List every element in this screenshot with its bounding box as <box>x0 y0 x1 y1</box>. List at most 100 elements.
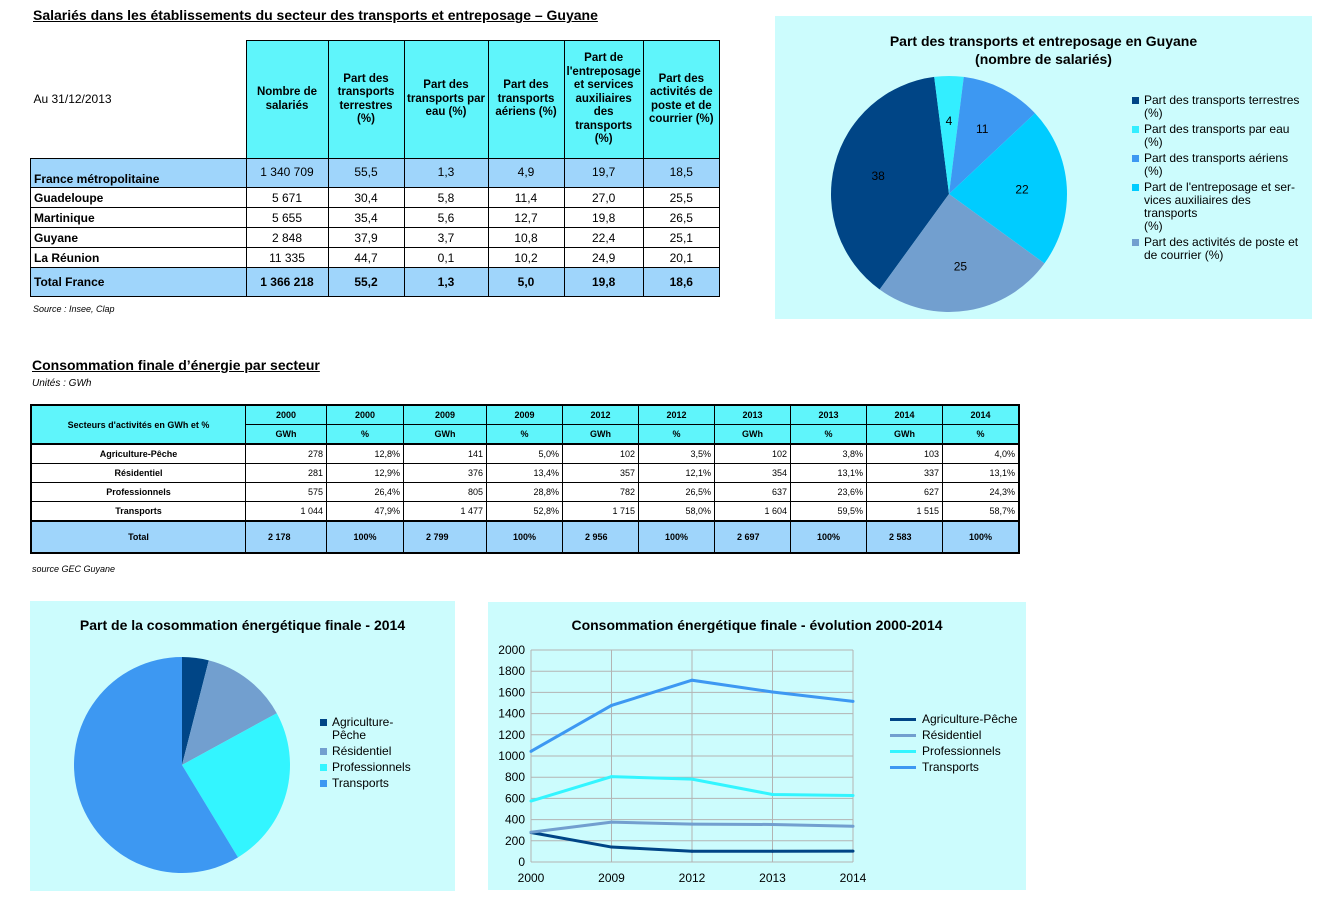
legend-swatch <box>320 748 327 755</box>
x-tick-label: 2009 <box>598 871 625 885</box>
legend-swatch <box>320 780 327 787</box>
year-header: 2000 <box>326 404 404 425</box>
data-point-transports <box>690 678 694 682</box>
table-row: Martinique 5 655 35,4 5,6 12,7 19,8 26,5 <box>30 207 720 228</box>
employees-table: Au 31/12/2013 Nombre de salariés Part de… <box>30 40 720 297</box>
unit-header: % <box>790 424 867 445</box>
pie-data-label: 22 <box>1015 182 1029 196</box>
legend-item: Part des activités de poste et de courrie… <box>1132 236 1307 262</box>
pie-slice-professionnels <box>182 713 290 858</box>
pie-data-label: 4 <box>946 114 953 128</box>
legend-swatch <box>320 719 327 726</box>
data-point-agriculture-peche <box>610 845 613 849</box>
corner-header: Secteurs d'activités en GWh et % <box>30 404 246 445</box>
data-point-professionnels <box>529 799 533 803</box>
unit-header: % <box>326 424 404 445</box>
data-point-professionnels <box>771 792 774 796</box>
table-row: France métropolitaine 1 340 709 55,5 1,3… <box>30 158 720 188</box>
chart-title: Part des transports et entreposage en Gu… <box>889 33 1198 67</box>
year-header: 2014 <box>942 404 1020 425</box>
y-tick-label: 400 <box>505 813 525 827</box>
legend-item: Résidentiel <box>320 745 450 758</box>
legend-label: Professionnels <box>332 760 411 774</box>
section2-title: Consommation finale d’énergie par secteu… <box>32 357 320 373</box>
source-note: source GEC Guyane <box>32 564 116 574</box>
y-tick-label: 1200 <box>498 728 525 742</box>
x-tick-label: 2014 <box>840 871 867 885</box>
legend-swatch <box>320 764 327 771</box>
chart-title: Consommation énergétique finale - évolut… <box>571 617 943 633</box>
unit-header: % <box>942 424 1020 445</box>
legend-swatch <box>1132 184 1139 191</box>
legend-item: Agriculture-Pêche <box>320 716 450 742</box>
legend-label: Part des activités de poste et de courrie… <box>1144 235 1299 262</box>
pie-slice-transports <box>74 657 238 873</box>
legend-item: Part des transports par eau (%) <box>1132 123 1307 149</box>
y-tick-label: 1600 <box>498 685 525 699</box>
pie-chart-transports-panel: Part des transports et entreposage en Gu… <box>775 16 1312 319</box>
year-header: 2009 <box>486 404 563 425</box>
unit-header: GWh <box>866 424 943 445</box>
data-point-professionnels <box>610 775 613 779</box>
pie-slice-part-des-transports-terrestres <box>831 76 949 290</box>
legend-item: Part de l'entreposage et ser-vices auxil… <box>1132 181 1307 233</box>
legend-label: Part des transports aériens (%) <box>1144 151 1289 178</box>
legend-label: Part des transports terrestres (%) <box>1144 93 1300 120</box>
data-point-agriculture-peche <box>771 849 774 853</box>
data-point-professionnels <box>851 794 855 798</box>
legend-swatch <box>890 734 916 737</box>
header-cell: Part de l'entreposage et services auxili… <box>563 40 644 159</box>
table-row: Transports 1 044 47,9% 1 477 52,8% 1 715… <box>30 501 1020 522</box>
legend-item: Résidentiel <box>890 729 1025 742</box>
data-point-agriculture-peche <box>851 849 855 853</box>
table-row: Professionnels 575 26,4% 805 28,8% 782 2… <box>30 482 1020 502</box>
header-cell: Part des transports par eau (%) <box>403 40 489 159</box>
y-tick-label: 600 <box>505 791 525 805</box>
pie-slice-agriculture-peche <box>182 657 209 765</box>
unit-header: GWh <box>403 424 487 445</box>
x-tick-label: 2012 <box>679 871 706 885</box>
year-header: 2009 <box>403 404 487 425</box>
year-header: 2000 <box>245 404 327 425</box>
unit-header: GWh <box>562 424 639 445</box>
legend-item: Transports <box>890 761 1025 774</box>
legend-label: Professionnels <box>922 744 1001 758</box>
data-point-transports <box>529 749 533 753</box>
pie-chart-transports: 38 4 11 22 25 <box>831 76 1067 312</box>
table-row: Guadeloupe 5 671 30,4 5,8 11,4 27,0 25,5 <box>30 187 720 208</box>
pie-data-label: 25 <box>954 259 968 273</box>
units-label: Unités : GWh <box>32 378 92 389</box>
data-point-residentiel <box>529 830 533 834</box>
y-tick-label: 2000 <box>498 643 525 657</box>
table-row: Résidentiel 281 12,9% 376 13,4% 357 12,1… <box>30 463 1020 483</box>
table-row: La Réunion 11 335 44,7 0,1 10,2 24,9 20,… <box>30 247 720 268</box>
y-tick-label: 1400 <box>498 707 525 721</box>
header-cell: Part des transports terrestres (%) <box>327 40 405 159</box>
legend-label: Transports <box>922 760 979 774</box>
line-chart-energy-panel: Consommation énergétique finale - évolut… <box>488 602 1026 890</box>
data-point-residentiel <box>610 820 613 824</box>
pie-data-label: 11 <box>976 122 989 136</box>
legend-item: Part des transports aériens (%) <box>1132 152 1307 178</box>
line-chart-energy: 0 200 400 600 800 1000 1200 1400 1600 1800 2000 200… <box>498 643 867 885</box>
table-row: Guyane 2 848 37,9 3,7 10,8 22,4 25,1 <box>30 227 720 248</box>
table-row-total: Total 2 178 100% 2 799 100% 2 956 100% 2… <box>30 520 1020 554</box>
legend-label: Part des transports par eau (%) <box>1144 122 1290 149</box>
year-header: 2014 <box>866 404 943 425</box>
unit-header: % <box>638 424 715 445</box>
year-header: 2012 <box>562 404 639 425</box>
header-cell: Nombre de salariés <box>245 40 329 159</box>
data-point-residentiel <box>851 824 855 828</box>
legend-label: Transports <box>332 776 389 790</box>
legend-swatch <box>890 766 916 769</box>
source-note: Source : Insee, Clap <box>33 304 115 314</box>
data-point-agriculture-peche <box>690 849 694 853</box>
pie-chart-energy <box>74 657 290 873</box>
year-header: 2013 <box>714 404 791 425</box>
unit-header: GWh <box>245 424 327 445</box>
year-header: 2013 <box>790 404 867 425</box>
legend-label: Agriculture-Pêche <box>332 715 394 742</box>
pie-chart-energy-panel: Part de la cosommation énergétique final… <box>30 601 455 891</box>
legend-swatch <box>890 718 916 721</box>
unit-header: GWh <box>714 424 791 445</box>
